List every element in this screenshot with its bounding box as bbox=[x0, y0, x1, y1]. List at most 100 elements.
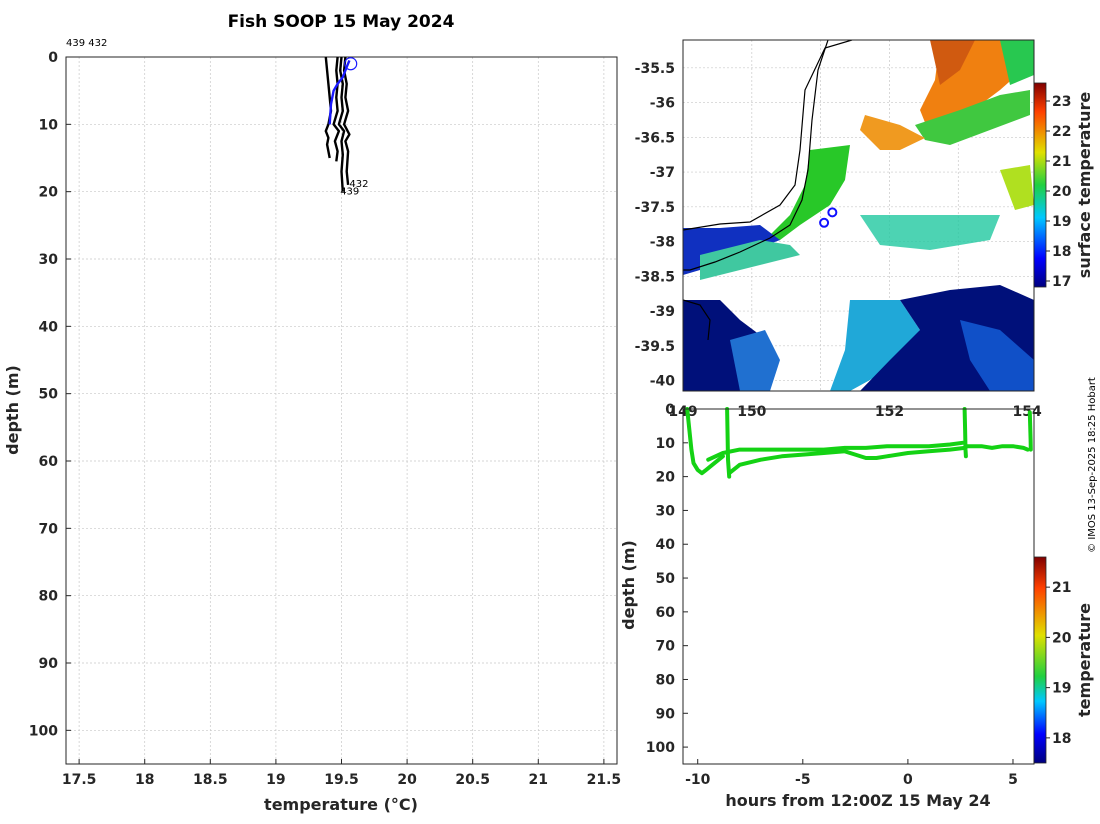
temperature-colorbar-tick-label: 20 bbox=[1052, 630, 1072, 646]
y-tick-label: 30 bbox=[39, 252, 59, 268]
x-tick-label: 21.5 bbox=[587, 772, 622, 788]
x-tick-label: 19.5 bbox=[324, 772, 359, 788]
coastline-south bbox=[683, 299, 711, 341]
x-tick-label: 17.5 bbox=[62, 772, 97, 788]
time-y-tick-label: 90 bbox=[656, 706, 676, 722]
sst-colorbar bbox=[1033, 82, 1047, 288]
sst-colorbar-tick-label: 23 bbox=[1052, 94, 1071, 110]
series-line-profile-b bbox=[332, 56, 341, 162]
profile-header-label: 439 432 bbox=[66, 38, 107, 49]
sst-south-cool-west bbox=[730, 330, 780, 391]
time-y-tick-label: 30 bbox=[656, 503, 676, 519]
x-tick-label: 19 bbox=[266, 772, 285, 788]
map-y-tick-label: -35.5 bbox=[635, 61, 675, 77]
map-heatmap bbox=[683, 40, 1034, 391]
time-x-tick-label: 0 bbox=[903, 772, 913, 788]
map-y-tick-label: -38 bbox=[650, 235, 675, 251]
y-tick-label: 100 bbox=[29, 723, 58, 739]
coastline-shelf bbox=[683, 40, 829, 271]
profile-x-axis-label: temperature (°C) bbox=[264, 795, 418, 814]
map-x-tick-label: 150 bbox=[737, 404, 766, 420]
sst-south-cool-east bbox=[960, 320, 1034, 391]
map-y-tick-label: -36 bbox=[650, 96, 675, 112]
time-series-drop-2 bbox=[725, 407, 732, 479]
temperature-colorbar-tick-label: 21 bbox=[1052, 580, 1071, 596]
current-profile-marker bbox=[344, 57, 358, 71]
map-y-tick-label: -39 bbox=[650, 304, 675, 320]
map-y-tick-label: -38.5 bbox=[635, 269, 675, 285]
time-depth-panel: -10 -5 0 5 0 10 20 30 40 50 60 70 80 90 100 hours fro… bbox=[619, 402, 1094, 810]
time-y-tick-labels: 0 10 20 30 40 50 60 70 80 90 100 bbox=[646, 402, 688, 756]
sst-colorbar-ticks: 17 18 19 20 21 22 23 bbox=[1046, 94, 1072, 290]
y-tick-label: 20 bbox=[39, 185, 59, 201]
temperature-colorbar-tick-label: 18 bbox=[1052, 731, 1071, 747]
y-tick-label: 70 bbox=[39, 521, 59, 537]
map-x-tick-labels: 149 150 152 154 bbox=[668, 404, 1042, 420]
sst-colorbar-tick-label: 17 bbox=[1052, 274, 1071, 290]
time-y-tick-label: 0 bbox=[665, 402, 675, 418]
y-tick-label: 50 bbox=[39, 387, 59, 403]
time-y-tick-label: 10 bbox=[656, 436, 676, 452]
sst-colorbar-tick-label: 21 bbox=[1052, 154, 1071, 170]
time-series-drop-3 bbox=[962, 407, 968, 459]
map-profile-markers bbox=[819, 207, 838, 228]
map-y-tick-label: -36.5 bbox=[635, 130, 675, 146]
sst-colorbar-label: surface temperature bbox=[1075, 92, 1094, 279]
sst-cyan-band bbox=[860, 215, 1000, 250]
sst-mid-south bbox=[830, 300, 920, 391]
sst-green-band bbox=[915, 90, 1030, 145]
map-y-tick-label: -39.5 bbox=[635, 339, 675, 355]
sst-lime-patch bbox=[1000, 165, 1034, 210]
sst-colorbar-tick-label: 20 bbox=[1052, 184, 1072, 200]
sst-green-front bbox=[760, 145, 850, 245]
map-y-tick-labels: -35.5 -36 -36.5 -37 -37.5 -38 -38.5 -39 -39.5 -40 bbox=[635, 61, 676, 390]
x-tick-label: 18.5 bbox=[193, 772, 228, 788]
time-series-drop-1 bbox=[685, 407, 725, 476]
credit-text: © IMOS 13-Sep-2025 18:25 Hobart bbox=[1087, 377, 1098, 553]
profile-end-label-439: 439 bbox=[340, 186, 359, 197]
profile-panel: 17.5 18 18.5 19 19.5 20 20.5 21 21.5 0 10 20 30 40 50… bbox=[3, 38, 621, 814]
x-tick-label: 18 bbox=[135, 772, 154, 788]
time-series-track-upper bbox=[706, 440, 965, 462]
y-tick-label: 90 bbox=[39, 656, 59, 672]
y-tick-label: 80 bbox=[39, 589, 59, 605]
time-y-tick-label: 60 bbox=[656, 605, 676, 621]
temperature-colorbar bbox=[1033, 556, 1047, 764]
profile-location-marker bbox=[819, 217, 830, 228]
profile-y-tick-labels: 0 10 20 30 40 50 60 70 80 90 100 bbox=[29, 50, 58, 739]
profile-y-axis-label: depth (m) bbox=[3, 365, 22, 455]
map-y-tick-label: -40 bbox=[650, 374, 676, 390]
map-y-tick-label: -37.5 bbox=[635, 200, 675, 216]
sst-orange-tongue bbox=[860, 115, 925, 150]
sst-hot-patch bbox=[930, 40, 975, 85]
profile-series bbox=[324, 56, 358, 192]
coastline-mainland bbox=[683, 40, 853, 231]
sst-colorbar-tick-label: 18 bbox=[1052, 244, 1071, 260]
map-x-tick-label: 152 bbox=[875, 404, 904, 420]
profile-location-marker bbox=[827, 207, 838, 218]
y-tick-label: 10 bbox=[39, 117, 59, 133]
time-x-axis-label: hours from 12:00Z 15 May 24 bbox=[725, 791, 990, 810]
time-x-tick-labels: -10 -5 0 5 bbox=[685, 759, 1018, 788]
time-y-axis-label: depth (m) bbox=[619, 540, 638, 630]
time-x-tick-label: 5 bbox=[1008, 772, 1018, 788]
sst-colorbar-tick-label: 22 bbox=[1052, 124, 1071, 140]
time-y-tick-label: 100 bbox=[646, 740, 675, 756]
y-tick-label: 60 bbox=[39, 454, 59, 470]
time-series-drop-4 bbox=[1027, 410, 1033, 452]
x-tick-label: 21 bbox=[529, 772, 548, 788]
time-depth-series bbox=[685, 407, 1033, 479]
x-tick-label: 20 bbox=[397, 772, 417, 788]
profile-end-label-432: 432 bbox=[349, 179, 368, 190]
series-line-profile-432 bbox=[342, 56, 351, 186]
time-x-tick-label: -10 bbox=[685, 772, 711, 788]
time-series-track-end bbox=[964, 444, 1030, 452]
chart-title: Fish SOOP 15 May 2024 bbox=[228, 12, 455, 32]
sst-green-patch-ne bbox=[1000, 40, 1034, 85]
time-y-tick-label: 50 bbox=[656, 571, 676, 587]
y-tick-label: 0 bbox=[48, 50, 58, 66]
time-y-tick-label: 70 bbox=[656, 639, 676, 655]
temperature-colorbar-label: temperature bbox=[1075, 603, 1094, 717]
